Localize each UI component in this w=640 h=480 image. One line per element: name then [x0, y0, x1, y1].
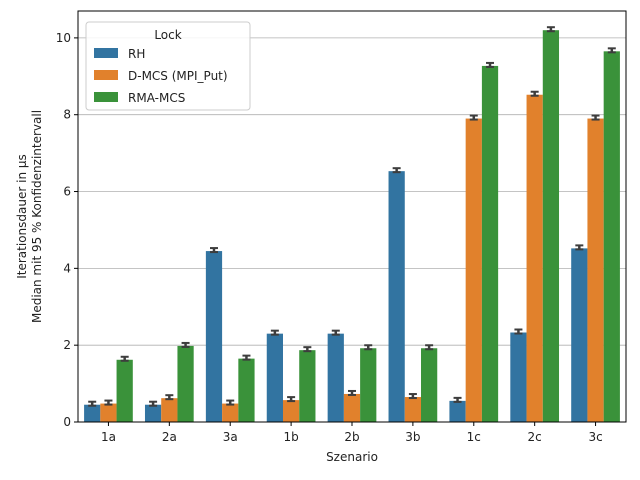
bar: [144, 404, 162, 422]
x-tick-label: 1b: [283, 430, 298, 444]
bar: [421, 348, 438, 422]
bar: [603, 51, 620, 422]
bar: [465, 118, 482, 423]
bar: [177, 345, 194, 422]
bar: [526, 94, 543, 422]
bar: [161, 398, 178, 422]
legend-swatch: [94, 92, 118, 102]
x-tick-label: 2a: [162, 430, 177, 444]
legend: Lock RH D-MCS (MPI_Put) RMA-MCS: [85, 21, 251, 111]
bar: [282, 400, 300, 422]
legend-title: Lock: [154, 28, 181, 42]
bar: [266, 333, 283, 422]
bar: [343, 393, 361, 422]
y-tick-label: 10: [56, 31, 71, 45]
bar: [587, 118, 604, 423]
bar: [238, 358, 255, 422]
y-tick-label: 6: [63, 185, 71, 199]
bar: [404, 397, 422, 422]
bar: [327, 333, 344, 422]
x-axis: 1a 2a 3a 1b 2b 3b 1c 2c 3c: [101, 422, 603, 444]
bar: [542, 30, 560, 423]
y-axis-label-line1: Iterationsdauer in µs: [15, 154, 29, 279]
y-axis: 0 2 4 6 8 10: [56, 31, 78, 429]
error-bars: [88, 26, 616, 407]
bar: [481, 65, 499, 422]
bar: [84, 404, 101, 422]
bar: [388, 171, 405, 422]
legend-box: [85, 21, 251, 111]
x-tick-label: 3c: [588, 430, 602, 444]
y-tick-label: 8: [63, 108, 71, 122]
bar-group: [84, 30, 620, 423]
legend-label: RMA-MCS: [128, 91, 185, 105]
y-tick-label: 0: [63, 415, 71, 429]
x-tick-label: 2b: [344, 430, 359, 444]
bar: [299, 350, 316, 422]
legend-label: RH: [128, 47, 145, 61]
legend-label: D-MCS (MPI_Put): [128, 69, 228, 83]
bar: [510, 332, 527, 422]
x-tick-label: 1c: [467, 430, 481, 444]
x-tick-label: 1a: [101, 430, 116, 444]
x-axis-label: Szenario: [326, 450, 378, 464]
y-axis-label-line2: Median mit 95 % Konfidenzintervall: [30, 110, 44, 323]
bar: [205, 251, 223, 422]
legend-swatch: [94, 70, 118, 80]
bar: [100, 403, 117, 422]
bar: [571, 248, 588, 422]
y-tick-label: 2: [63, 338, 71, 352]
bar: [116, 359, 133, 422]
bar: [360, 348, 377, 422]
y-tick-label: 4: [63, 261, 71, 275]
x-tick-label: 3b: [405, 430, 420, 444]
legend-swatch: [94, 48, 118, 58]
x-tick-label: 2c: [528, 430, 542, 444]
bar: [449, 400, 466, 422]
x-tick-label: 3a: [223, 430, 238, 444]
bar: [222, 403, 239, 422]
